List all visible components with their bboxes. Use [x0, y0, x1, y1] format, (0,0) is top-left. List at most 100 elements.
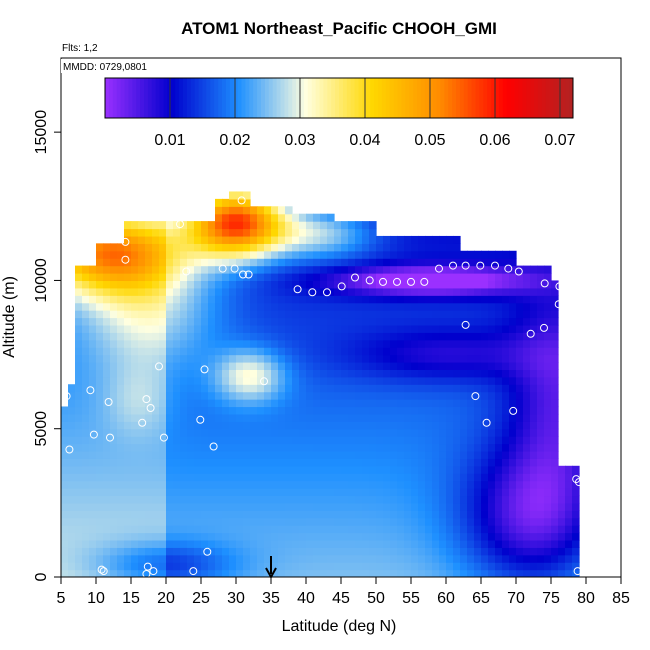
heatmap-cell — [173, 525, 181, 534]
colorbar-segment — [108, 78, 114, 118]
heatmap-cell — [222, 250, 230, 259]
heatmap-cell — [131, 436, 139, 445]
heatmap-cell — [131, 569, 139, 577]
colorbar-segment — [467, 78, 473, 118]
heatmap-cell — [362, 250, 370, 259]
heatmap-cell — [264, 495, 272, 504]
heatmap-cell — [145, 369, 153, 378]
heatmap-cell — [145, 221, 153, 230]
colorbar-segment — [214, 78, 219, 118]
heatmap-cell — [222, 450, 230, 459]
heatmap-cell — [138, 428, 146, 437]
heatmap-cell — [376, 554, 384, 563]
heatmap-cell — [194, 413, 202, 422]
heatmap-cell — [159, 458, 167, 467]
heatmap-cell — [166, 562, 174, 571]
heatmap-cell — [152, 421, 160, 430]
heatmap-cell — [369, 443, 377, 452]
heatmap-cell — [537, 391, 545, 400]
heatmap-cell — [271, 473, 279, 482]
heatmap-cell — [362, 465, 370, 474]
heatmap-cell — [278, 532, 286, 541]
heatmap-cell — [103, 310, 111, 319]
heatmap-cell — [257, 243, 265, 252]
heatmap-cell — [383, 243, 391, 252]
heatmap-cell — [334, 235, 342, 244]
heatmap-cell — [481, 480, 489, 489]
heatmap-cell — [509, 443, 517, 452]
heatmap-cell — [474, 569, 482, 577]
heatmap-cell — [439, 502, 447, 511]
heatmap-cell — [243, 473, 251, 482]
heatmap-cell — [299, 339, 307, 348]
heatmap-cell — [341, 458, 349, 467]
heatmap-cell — [173, 273, 181, 282]
heatmap-cell — [544, 436, 552, 445]
heatmap-cell — [306, 354, 314, 363]
heatmap-cell — [89, 324, 97, 333]
heatmap-cell — [544, 406, 552, 415]
heatmap-cell — [334, 569, 342, 577]
heatmap-cell — [215, 539, 223, 548]
heatmap-cell — [460, 391, 468, 400]
colorbar-segment — [448, 78, 453, 118]
flight-point — [555, 282, 564, 291]
heatmap-cell — [418, 502, 426, 511]
heatmap-cell — [362, 532, 370, 541]
heatmap-cell — [551, 406, 559, 415]
flight-point — [176, 220, 184, 229]
heatmap-cell — [243, 369, 251, 378]
flight-point — [155, 362, 163, 371]
heatmap-cell — [236, 198, 244, 207]
colorbar-tick-label: 0.01 — [154, 132, 185, 149]
heatmap-cell — [446, 265, 454, 274]
heatmap-cell — [348, 406, 356, 415]
heatmap-cell — [250, 228, 258, 237]
heatmap-cell — [236, 421, 244, 430]
heatmap-cell — [439, 562, 447, 571]
heatmap-cell — [299, 569, 307, 577]
heatmap-cell — [131, 324, 139, 333]
heatmap-cell — [460, 517, 468, 526]
heatmap-cell — [418, 562, 426, 571]
heatmap-cell — [467, 480, 475, 489]
heatmap-cell — [411, 562, 419, 571]
heatmap-cell — [299, 243, 307, 252]
heatmap-cell — [264, 458, 272, 467]
colorbar-segment — [393, 78, 398, 118]
heatmap-cell — [355, 347, 363, 356]
heatmap-cell — [383, 436, 391, 445]
heatmap-cell — [474, 354, 482, 363]
heatmap-cell — [495, 302, 503, 311]
heatmap-cell — [285, 532, 293, 541]
heatmap-cell — [502, 406, 510, 415]
heatmap-cell — [544, 428, 552, 437]
heatmap-cell — [124, 473, 132, 482]
heatmap-cell — [278, 554, 286, 563]
heatmap-cell — [362, 361, 370, 370]
flight-point — [461, 320, 470, 329]
heatmap-cell — [306, 243, 314, 252]
heatmap-cell — [82, 324, 90, 333]
heatmap-cell — [509, 361, 517, 370]
heatmap-cell — [159, 421, 167, 430]
heatmap-cell — [404, 347, 412, 356]
heatmap-cell — [502, 250, 510, 259]
heatmap-cell — [292, 258, 300, 267]
heatmap-cell — [152, 443, 160, 452]
heatmap-cell — [544, 376, 552, 385]
heatmap-cell — [362, 339, 370, 348]
heatmap-cell — [544, 480, 552, 489]
y-tick-label: 0 — [33, 572, 50, 581]
heatmap-cell — [313, 243, 321, 252]
heatmap-cell — [327, 302, 335, 311]
heatmap-cell — [271, 347, 279, 356]
heatmap-cell — [117, 539, 125, 548]
heatmap-cell — [551, 554, 559, 563]
heatmap-cell — [82, 354, 90, 363]
heatmap-cell — [530, 554, 538, 563]
heatmap-cell — [61, 406, 69, 415]
heatmap-cell — [418, 302, 426, 311]
heatmap-cell — [103, 258, 111, 267]
heatmap-cell — [138, 436, 146, 445]
